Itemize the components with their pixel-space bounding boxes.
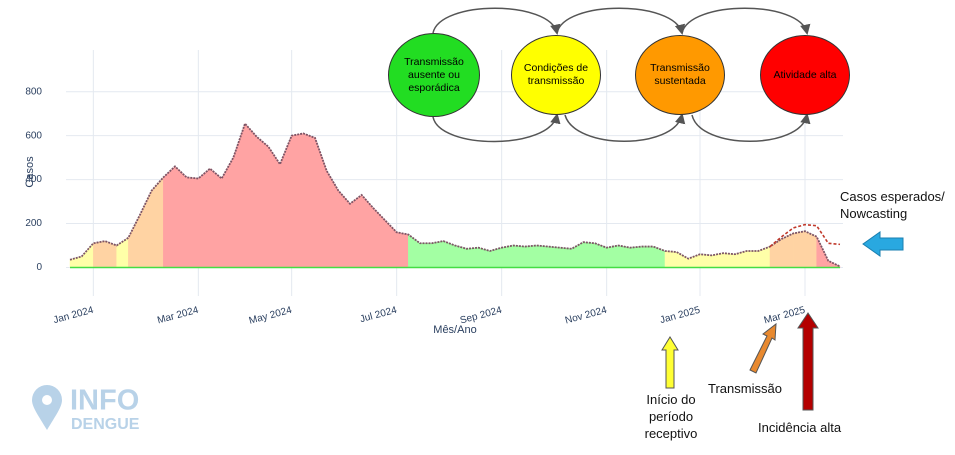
area-segment: [513, 245, 526, 268]
x-axis-title: Mês/Ano: [433, 324, 476, 336]
annotation: Transmissão: [708, 381, 782, 396]
y-tick-label: 0: [36, 262, 42, 273]
area-segment: [139, 190, 152, 268]
area-segment: [489, 247, 502, 268]
area-segment: [571, 241, 584, 268]
area-segment: [641, 246, 654, 268]
area-segment: [781, 233, 794, 268]
area-segment: [699, 253, 712, 268]
area-segment: [746, 250, 759, 268]
area-segment: [163, 165, 176, 268]
area-segment: [303, 133, 316, 268]
area-segment: [198, 168, 211, 268]
logo-text: INFO: [70, 385, 139, 417]
x-tick-label: Jan 2025: [659, 305, 702, 326]
logo-text: DENGUE: [71, 416, 140, 433]
area-segment: [583, 241, 596, 268]
diagram-node: Condições de transmissão: [511, 35, 601, 115]
area-segment: [524, 245, 537, 268]
x-tick-label: Jan 2024: [52, 305, 95, 326]
y-tick-label: 600: [25, 130, 42, 141]
area-segment: [536, 245, 549, 268]
area-segment: [244, 122, 257, 268]
area-segment: [408, 233, 421, 268]
annotation: Início do período receptivo: [644, 392, 698, 441]
area-segment: [279, 135, 292, 268]
area-segment: [326, 169, 339, 268]
logo: INFO DENGUE: [32, 385, 140, 433]
area-segment: [559, 247, 572, 268]
area-segment: [233, 123, 246, 268]
area-segment: [431, 240, 444, 268]
y-tick-label: 400: [25, 174, 42, 185]
y-tick-label: 800: [25, 86, 42, 97]
nowcast-line: [769, 223, 841, 248]
legend-entry: Casos esperados/ Nowcasting: [840, 189, 945, 221]
area-segment: [81, 242, 94, 268]
diagram-node: Atividade alta: [760, 35, 850, 115]
area-segment: [501, 245, 514, 268]
area-segment: [466, 247, 479, 268]
area-segment: [93, 240, 106, 268]
area-segment: [209, 168, 222, 268]
area-segment: [151, 176, 164, 268]
x-tick-label: May 2024: [248, 305, 294, 327]
area-segment: [256, 136, 269, 268]
area-segment: [548, 246, 561, 268]
area-segment: [291, 133, 304, 268]
area-segment: [606, 245, 619, 268]
area-segment: [373, 207, 386, 268]
area-segment: [723, 252, 736, 268]
area-segment: [384, 219, 397, 268]
area-segment: [396, 232, 409, 268]
x-tick-label: Mar 2025: [763, 305, 807, 327]
diagram-arrows: [432, 7, 811, 143]
nowcast-arrow: [862, 231, 904, 257]
y-axis-title: Casos: [24, 156, 36, 188]
area-segment: [128, 214, 141, 268]
area-segment: [174, 165, 187, 268]
diagram-node: Transmissão ausente ou esporádica: [388, 33, 480, 117]
diagram-node: Transmissão sustentada: [635, 35, 725, 115]
area-segment: [349, 194, 362, 268]
x-tick-label: Nov 2024: [564, 305, 609, 327]
annotation-arrow: [749, 322, 777, 374]
area-segment: [769, 238, 782, 268]
x-tick-label: Jul 2024: [359, 305, 399, 326]
area-segment: [629, 246, 642, 268]
annotation-arrow: [797, 312, 819, 411]
area-segment: [664, 250, 677, 268]
annotation: Incidência alta: [758, 420, 842, 435]
area-segment: [793, 230, 806, 268]
y-tick-label: 200: [25, 218, 42, 229]
area-segment: [419, 243, 432, 268]
x-tick-label: Mar 2024: [156, 305, 200, 327]
area-segment: [314, 137, 327, 268]
area-segment: [618, 245, 631, 268]
cases-line: [69, 121, 841, 268]
area-segment: [268, 145, 281, 268]
area-segment: [186, 177, 199, 268]
annotation-arrow: [661, 336, 679, 389]
